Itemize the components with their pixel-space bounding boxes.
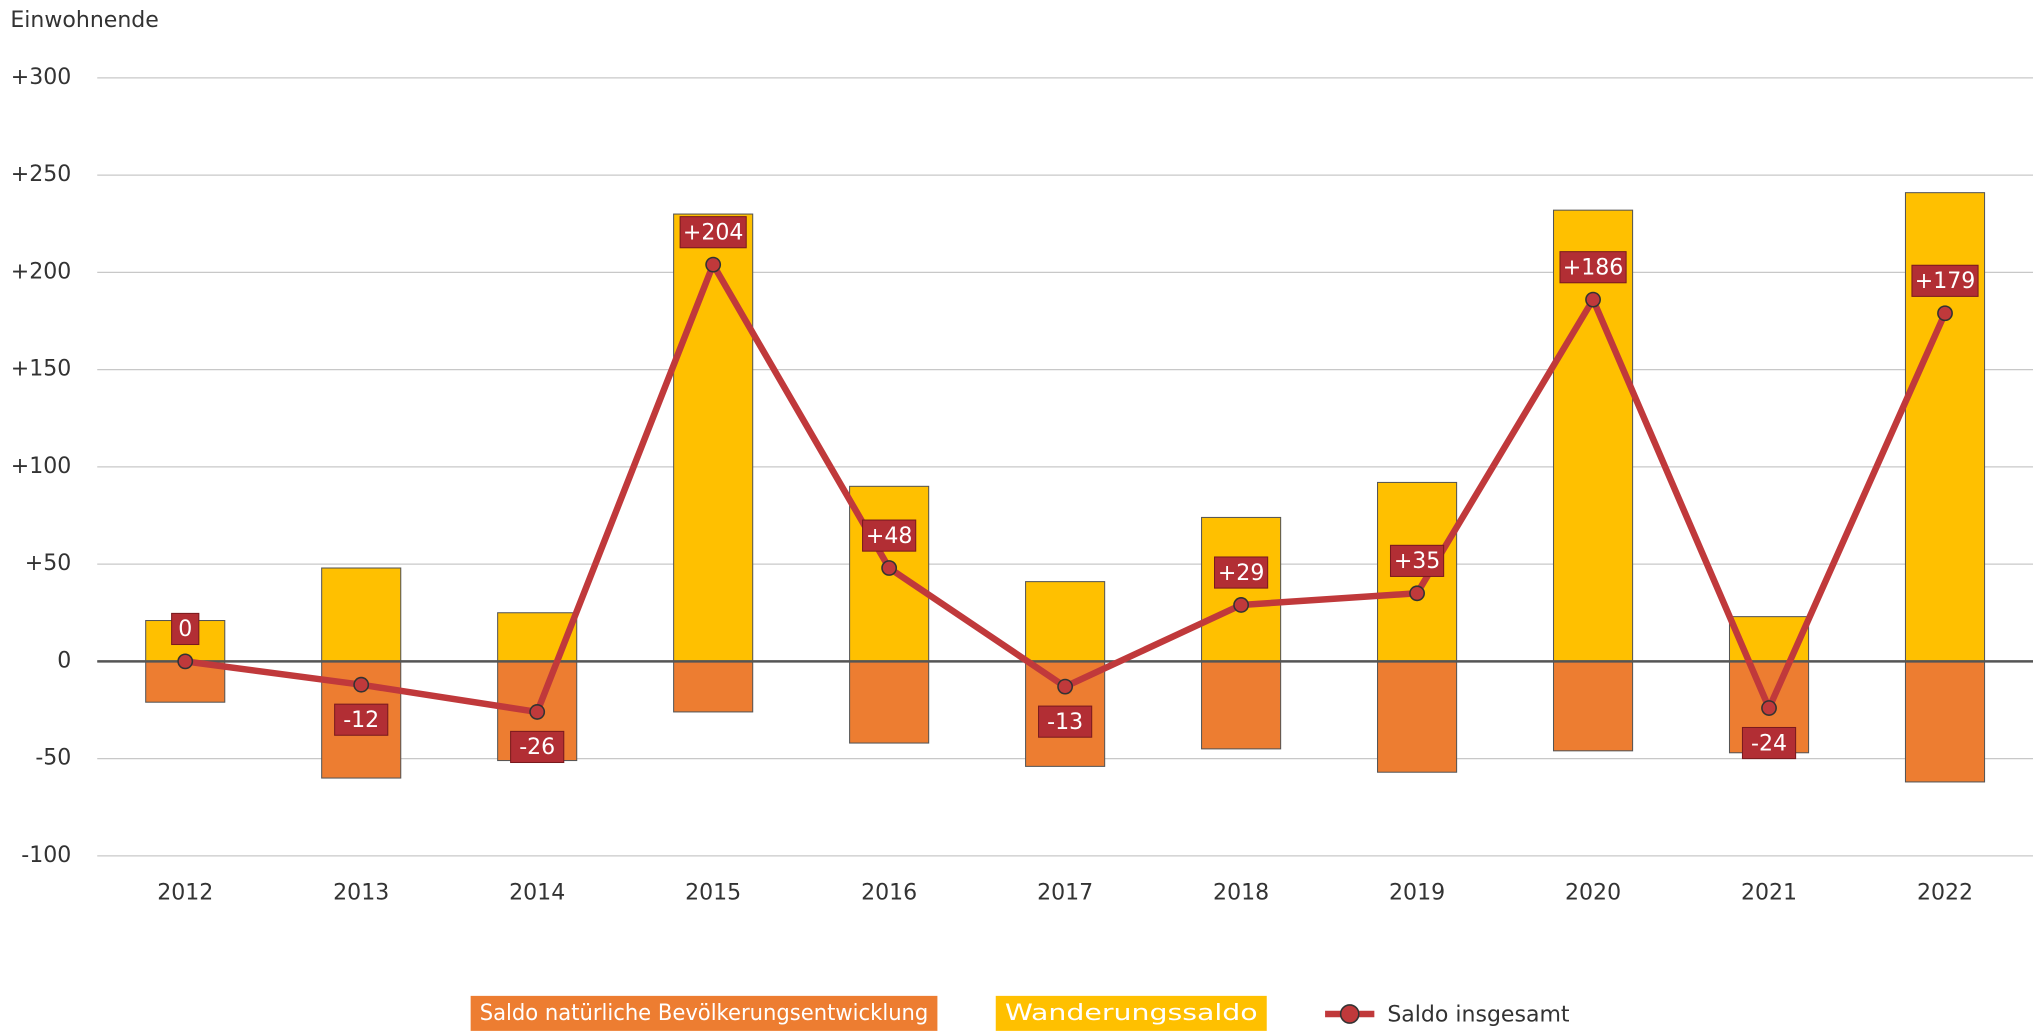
bar (1377, 660, 1458, 773)
data-label-box (510, 730, 565, 764)
legend-label: Wanderungssaldo (1005, 1001, 1258, 1026)
y-tick-label: +150 (11, 357, 72, 382)
y-tick-label: +50 (25, 551, 72, 576)
bar (321, 567, 402, 662)
point (1057, 678, 1074, 695)
data-label: +35 (1394, 549, 1441, 574)
data-label: +204 (683, 220, 744, 245)
point (1761, 700, 1777, 716)
point (881, 560, 898, 576)
point (705, 256, 722, 273)
data-label: 0 (178, 617, 192, 642)
bar (1025, 581, 1106, 662)
data-label-box (679, 216, 747, 249)
legend-marker (1339, 1004, 1360, 1024)
data-label-box (1741, 726, 1797, 760)
data-label-box (1389, 544, 1445, 577)
point (529, 704, 546, 720)
point (353, 676, 370, 693)
bar (1904, 660, 1986, 783)
point (1233, 597, 1250, 613)
bar (673, 660, 754, 713)
point (1585, 291, 1601, 308)
data-label-box (1038, 705, 1093, 738)
data-label: -13 (1047, 710, 1083, 735)
data-label-box (1911, 264, 1979, 297)
x-tick-label: 2014 (509, 880, 565, 905)
x-tick-label: 2012 (157, 880, 213, 905)
bar (1201, 660, 1282, 750)
y-tick-label: +200 (11, 259, 72, 284)
y-tick-label: 0 (57, 648, 71, 673)
y-tick-label: +250 (11, 162, 72, 187)
data-label-box (334, 703, 389, 736)
data-label: +186 (1563, 256, 1624, 281)
x-tick-label: 2021 (1741, 880, 1797, 905)
y-tick-label: -50 (35, 746, 71, 771)
data-label: +29 (1218, 561, 1265, 586)
data-label-box (171, 612, 200, 646)
data-label-box (1214, 556, 1269, 589)
bar (1904, 192, 1986, 662)
bar (1552, 660, 1634, 752)
x-tick-label: 2020 (1565, 880, 1621, 905)
data-label-box (862, 519, 917, 552)
y-tick-label: -100 (21, 843, 71, 868)
data-label: -12 (343, 708, 379, 733)
legend-label: Saldo insgesamt (1387, 1002, 1570, 1027)
x-tick-label: 2015 (685, 880, 741, 905)
data-label: +179 (1915, 269, 1976, 294)
y-tick-label: +100 (11, 454, 72, 479)
data-label-box (1559, 251, 1627, 284)
x-tick-label: 2017 (1037, 880, 1093, 905)
x-tick-label: 2019 (1389, 880, 1445, 905)
legend-label: Saldo natürliche Bevölkerungsentwicklung (480, 1001, 929, 1026)
x-tick-label: 2013 (333, 880, 389, 905)
x-tick-label: 2016 (861, 880, 917, 905)
y-axis-label: Einwohnende (10, 8, 159, 33)
y-tick-label: +300 (11, 65, 72, 90)
bar (1201, 516, 1282, 662)
legend-swatch (995, 995, 1267, 1031)
point (1937, 305, 1953, 322)
point (1409, 585, 1425, 602)
legend-swatch (470, 995, 938, 1031)
point (177, 653, 194, 670)
x-tick-label: 2018 (1213, 880, 1269, 905)
data-label: -26 (519, 735, 555, 760)
data-label: -24 (1751, 731, 1787, 756)
data-label: +48 (866, 524, 913, 549)
bar (1552, 209, 1634, 662)
x-tick-label: 2022 (1917, 880, 1973, 905)
bar (849, 660, 930, 744)
bar (673, 213, 754, 662)
